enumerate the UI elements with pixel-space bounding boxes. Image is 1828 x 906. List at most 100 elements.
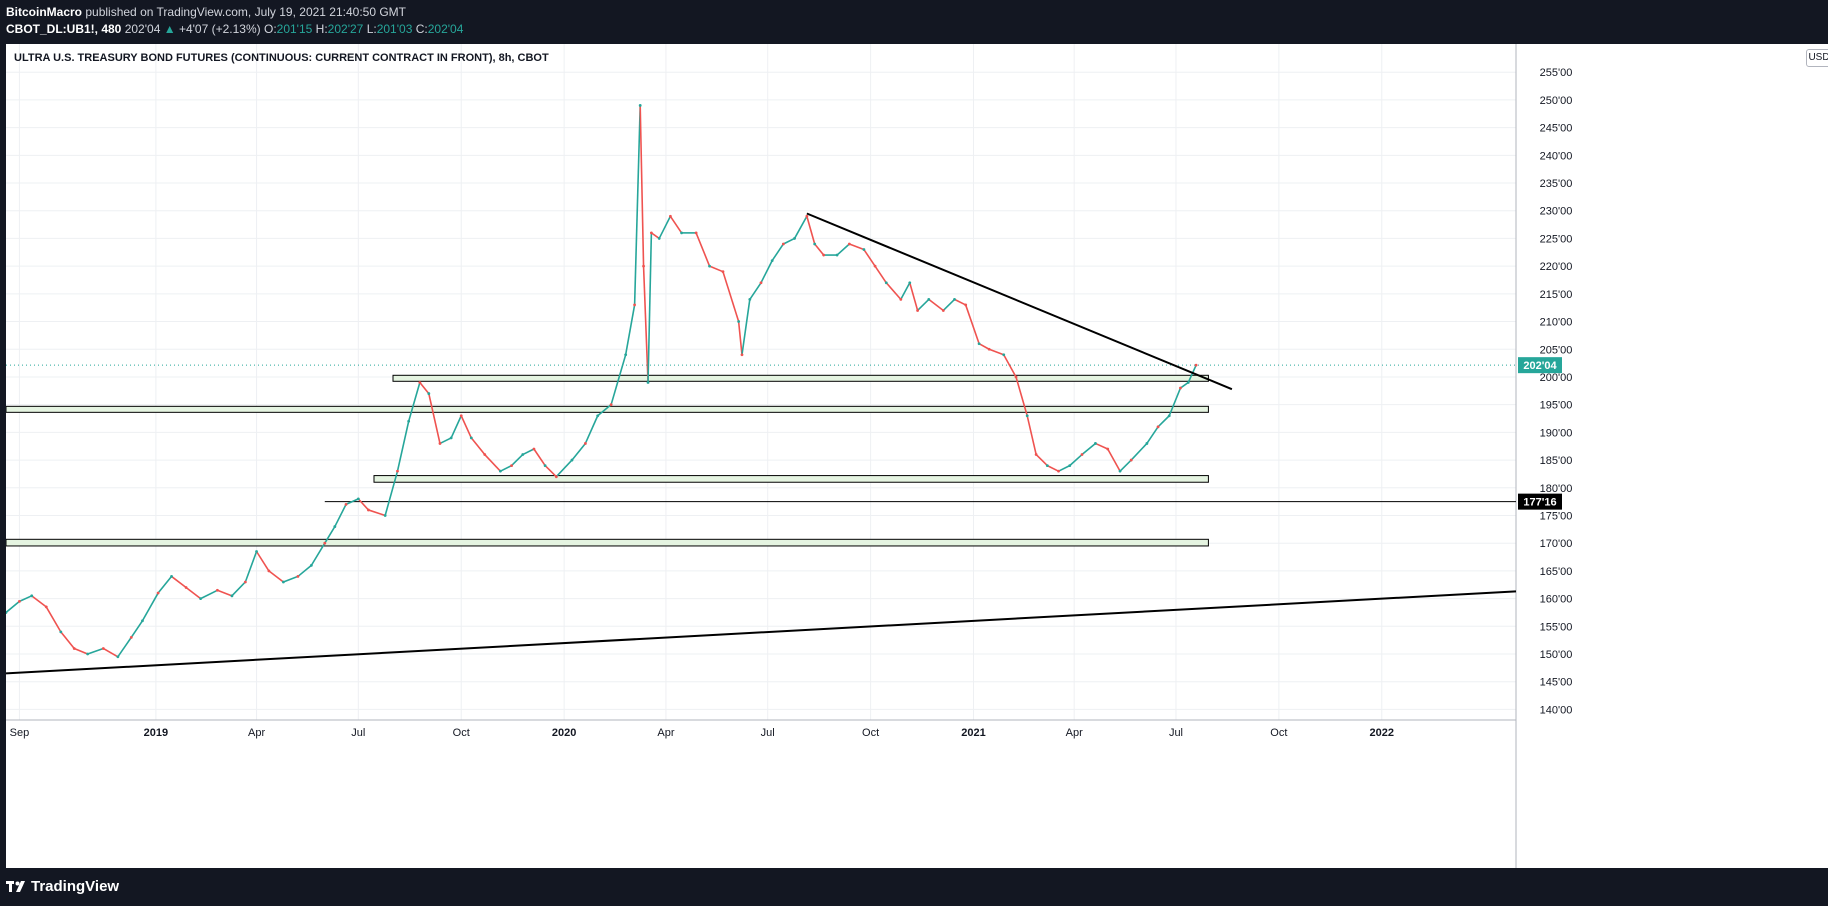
logo-text: TradingView xyxy=(31,878,120,895)
price-segment xyxy=(1069,453,1083,467)
open-value: 201'15 xyxy=(276,22,313,36)
price-segment xyxy=(793,215,808,239)
price-segment xyxy=(695,232,711,267)
y-tick-label: 225'00 xyxy=(1540,233,1573,245)
y-tick-label: 230'00 xyxy=(1540,206,1573,218)
price-segment xyxy=(658,215,672,239)
price-point xyxy=(781,242,785,246)
price-segment xyxy=(571,442,587,461)
price-segment xyxy=(709,265,724,273)
price-segment xyxy=(900,282,911,300)
price-point xyxy=(18,599,21,603)
price-segment xyxy=(1119,459,1132,472)
x-tick-label: Oct xyxy=(862,727,879,739)
price-point xyxy=(296,575,300,578)
price-point xyxy=(583,442,587,445)
y-tick-label: 245'00 xyxy=(1540,123,1573,135)
price-segment xyxy=(633,105,641,305)
y-tick-label: 185'00 xyxy=(1540,455,1573,467)
price-segment xyxy=(368,509,386,517)
price-segment xyxy=(1095,442,1109,450)
price-segment xyxy=(419,381,430,395)
price-point xyxy=(770,259,774,262)
price-point xyxy=(646,381,650,384)
low-label: L: xyxy=(366,22,377,36)
price-point xyxy=(554,475,558,479)
price-point xyxy=(1156,425,1160,429)
x-tick-label: Sep xyxy=(10,727,30,739)
price-point xyxy=(199,597,203,600)
price-segment xyxy=(650,232,660,240)
price-point xyxy=(987,347,991,351)
price-point xyxy=(927,297,931,301)
price-point xyxy=(30,594,34,598)
price-point xyxy=(116,655,120,659)
price-segment xyxy=(450,415,462,439)
price-point xyxy=(333,525,337,528)
price-point xyxy=(267,569,271,573)
price-segment xyxy=(117,636,132,658)
change-value: +4'07 (+2.13%) xyxy=(178,22,261,36)
x-tick-label: Jul xyxy=(351,727,365,739)
up-arrow-icon: ▲ xyxy=(163,22,176,36)
price-point xyxy=(44,605,48,609)
price-point xyxy=(873,264,877,268)
price-point xyxy=(59,630,63,634)
publish-header: BitcoinMacro published on TradingView.co… xyxy=(0,0,1828,44)
price-segment xyxy=(1157,415,1170,428)
price-segment xyxy=(283,575,299,583)
price-point xyxy=(156,591,160,595)
price-segment xyxy=(428,393,441,444)
x-tick-label: 2022 xyxy=(1370,727,1394,739)
high-value: 202'27 xyxy=(327,22,364,36)
price-segment xyxy=(1187,364,1197,383)
price-point xyxy=(6,611,8,614)
y-tick-label: 160'00 xyxy=(1540,594,1573,606)
close-label: C: xyxy=(415,22,428,36)
price-segment xyxy=(1179,381,1189,389)
price-segment xyxy=(484,453,501,472)
price-segment xyxy=(836,243,850,256)
price-point xyxy=(141,619,144,623)
trend-line xyxy=(806,212,1233,391)
y-tick-label: 205'00 xyxy=(1540,344,1573,356)
price-segment xyxy=(737,321,743,355)
author-name[interactable]: BitcoinMacro xyxy=(6,5,83,19)
y-tick-label: 145'00 xyxy=(1540,677,1573,689)
price-point xyxy=(822,253,826,257)
chart-area[interactable]: ULTRA U.S. TREASURY BOND FUTURES (CONTIN… xyxy=(6,44,1828,868)
y-tick-label: 240'00 xyxy=(1540,150,1573,162)
support-zone xyxy=(6,405,1209,413)
price-point xyxy=(759,281,763,285)
price-point xyxy=(570,458,574,462)
price-segment xyxy=(783,237,795,245)
publish-line: BitcoinMacro published on TradingView.co… xyxy=(6,5,406,19)
price-point xyxy=(543,464,547,468)
price-point xyxy=(438,442,442,445)
y-tick-label: 175'00 xyxy=(1540,510,1573,522)
price-segment xyxy=(334,504,347,527)
support-zone xyxy=(373,475,1209,483)
price-segment xyxy=(231,581,246,597)
currency-label[interactable]: USD xyxy=(1806,49,1828,67)
price-point xyxy=(1025,414,1029,418)
open-label: O: xyxy=(263,22,277,36)
price-point xyxy=(649,231,653,235)
tradingview-logo[interactable]: TradingView xyxy=(6,878,119,895)
price-point xyxy=(884,281,888,285)
x-tick-label: 2020 xyxy=(552,727,576,739)
price-point xyxy=(184,586,188,589)
price-point xyxy=(1118,469,1122,473)
price-point xyxy=(309,563,313,567)
y-tick-label: 255'00 xyxy=(1540,67,1573,79)
price-point xyxy=(941,309,945,312)
price-point xyxy=(1045,464,1049,468)
price-point xyxy=(1057,469,1060,473)
price-point xyxy=(633,303,637,307)
price-segment xyxy=(771,243,785,262)
price-segment xyxy=(741,299,751,355)
price-point xyxy=(1194,363,1198,367)
price-chart[interactable]: 140'00 145'00 150'00 155'00 160'00 165'00 170'… xyxy=(6,44,1828,868)
price-point xyxy=(72,647,76,650)
price-point xyxy=(748,297,752,301)
